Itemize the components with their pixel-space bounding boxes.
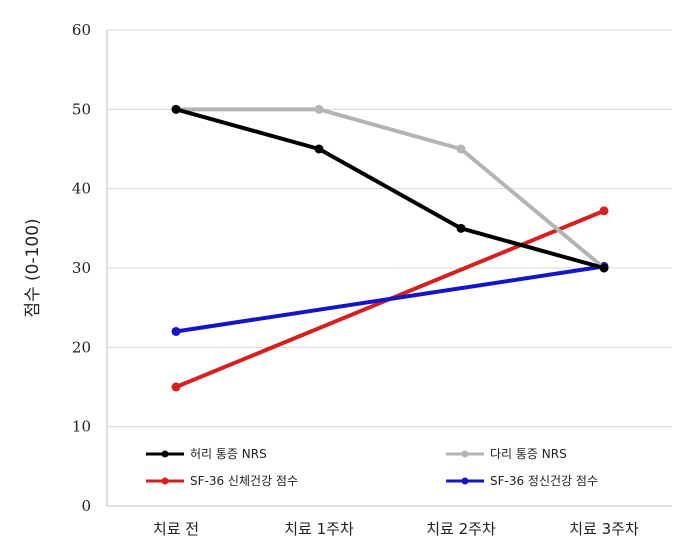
legend-marker [461, 450, 469, 458]
legend-label: SF-36 신체건강 점수 [190, 474, 298, 488]
data-point [171, 382, 181, 392]
y-tick-labels: 0 10 20 30 40 50 60 [72, 21, 91, 515]
legend-entry-4: SF-36 정신건강 점수 [446, 474, 598, 488]
legend-marker [161, 450, 169, 458]
data-point [314, 144, 324, 154]
data-point [599, 206, 609, 216]
series-line [174, 107, 606, 270]
series-lines [171, 104, 609, 392]
x-tick-label: 치료 3주차 [569, 520, 639, 538]
x-tick-label: 치료 2주차 [426, 520, 496, 538]
data-point [456, 144, 466, 154]
y-tick-label: 10 [72, 418, 91, 436]
y-tick-label: 30 [72, 259, 91, 277]
y-tick-label: 60 [72, 21, 91, 39]
y-tick-label: 40 [72, 180, 91, 198]
series-line [174, 107, 606, 270]
data-point [599, 263, 609, 273]
data-point [171, 104, 181, 114]
data-point [171, 326, 181, 336]
data-point [456, 223, 466, 233]
x-tick-label: 치료 1주차 [284, 520, 354, 538]
y-tick-label: 50 [72, 100, 91, 118]
legend-entry-3: SF-36 신체건강 점수 [146, 474, 298, 488]
legend-marker [161, 477, 169, 485]
legend-entry-1: 허리 통증 NRS [146, 447, 267, 461]
legend-marker [461, 477, 469, 485]
legend-label: 허리 통증 NRS [190, 447, 267, 461]
legend-entry-2: 다리 통증 NRS [446, 447, 567, 461]
legend-label: 다리 통증 NRS [490, 447, 567, 461]
y-tick-label: 20 [72, 338, 91, 356]
x-tick-label: 치료 전 [153, 520, 199, 538]
series-1 [171, 104, 609, 273]
data-point [314, 104, 324, 114]
legend-label: SF-36 정신건강 점수 [490, 474, 598, 488]
legend: 허리 통증 NRS 다리 통증 NRS SF-36 신체건강 점수 SF-36 정신건… [146, 447, 598, 488]
y-axis-label: 점수 (0-100) [23, 218, 43, 317]
series-line [174, 264, 606, 334]
y-tick-label: 0 [81, 497, 91, 515]
gridlines [107, 29, 672, 428]
x-tick-labels: 치료 전 치료 1주차 치료 2주차 치료 3주차 [153, 520, 639, 538]
series-4 [171, 261, 609, 336]
